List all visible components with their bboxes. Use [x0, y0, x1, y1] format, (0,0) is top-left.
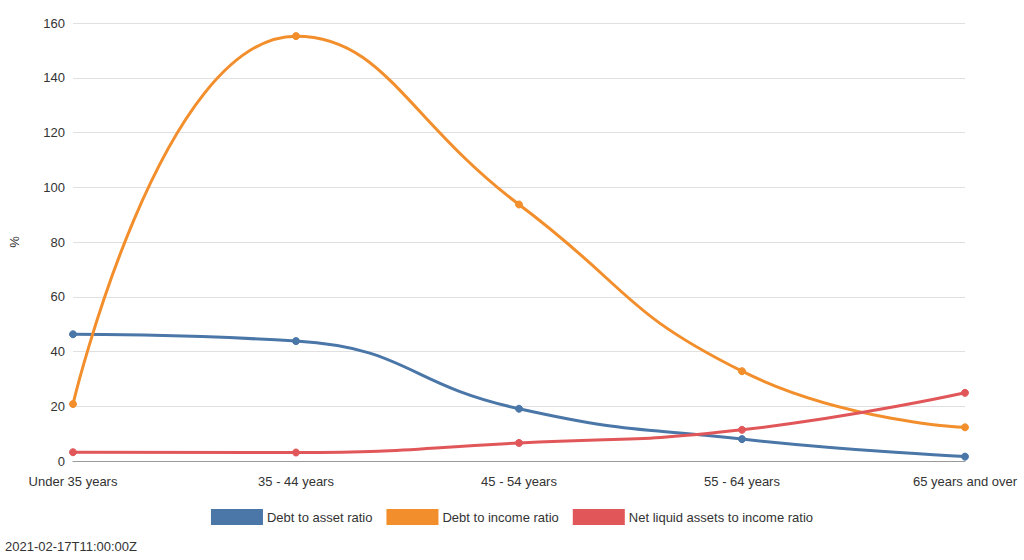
- svg-text:80: 80: [51, 235, 65, 250]
- svg-text:%: %: [7, 236, 22, 248]
- svg-text:2021-02-17T11:00:00Z: 2021-02-17T11:00:00Z: [5, 539, 137, 554]
- svg-text:100: 100: [43, 180, 65, 195]
- svg-text:160: 160: [43, 16, 65, 31]
- svg-text:55 - 64 years: 55 - 64 years: [704, 474, 780, 489]
- svg-text:120: 120: [43, 125, 65, 140]
- svg-text:40: 40: [51, 344, 65, 359]
- svg-text:Under 35 years: Under 35 years: [29, 474, 118, 489]
- svg-text:Debt to income ratio: Debt to income ratio: [442, 510, 558, 525]
- svg-text:60: 60: [51, 289, 65, 304]
- svg-text:Net liquid assets to income ra: Net liquid assets to income ratio: [629, 510, 813, 525]
- svg-text:140: 140: [43, 70, 65, 85]
- svg-text:20: 20: [51, 399, 65, 414]
- svg-text:35 - 44 years: 35 - 44 years: [258, 474, 334, 489]
- svg-text:45 - 54 years: 45 - 54 years: [481, 474, 557, 489]
- svg-text:65 years and over: 65 years and over: [913, 474, 1018, 489]
- svg-text:0: 0: [58, 454, 65, 469]
- svg-text:Debt to asset ratio: Debt to asset ratio: [267, 510, 373, 525]
